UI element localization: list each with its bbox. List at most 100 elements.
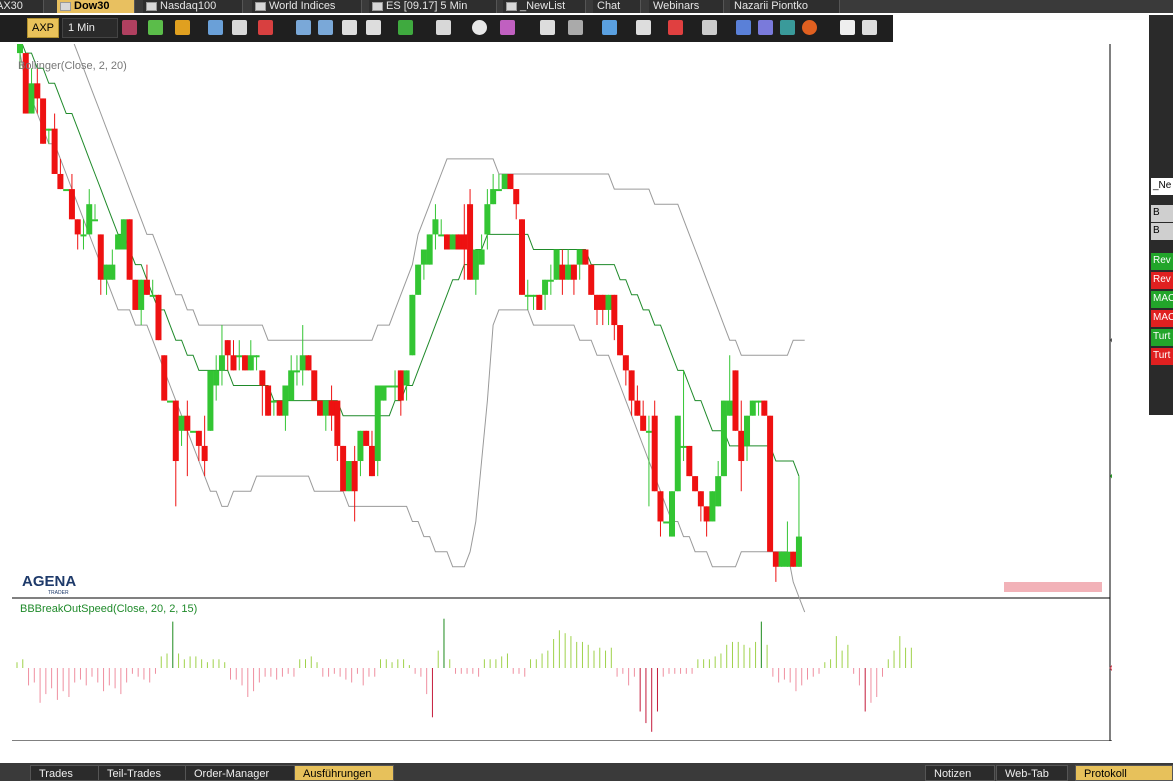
chart-tab-3[interactable]: World Indices <box>252 0 362 13</box>
candle-body <box>570 264 577 280</box>
right-panel-item[interactable]: Rev <box>1151 253 1173 270</box>
chart-tab-0[interactable]: AX30 <box>0 0 44 13</box>
candle-body <box>715 476 722 507</box>
lines-icon[interactable] <box>540 20 555 35</box>
candle-body <box>120 219 127 250</box>
candle-body <box>692 476 699 492</box>
candle-body <box>720 400 727 477</box>
candle-body <box>732 370 739 431</box>
grid-icon[interactable] <box>636 20 651 35</box>
candle-body <box>443 234 450 250</box>
chart-tab-1[interactable]: Dow30 <box>57 0 135 13</box>
candle-body <box>22 53 29 114</box>
template-icon[interactable] <box>602 20 617 35</box>
zoom-in-icon[interactable] <box>296 20 311 35</box>
data-window-icon[interactable] <box>208 20 223 35</box>
candle-body <box>565 264 572 280</box>
bottom-tab[interactable]: Trades <box>30 765 100 781</box>
order-bar-icon[interactable] <box>436 20 451 35</box>
bottom-tab[interactable]: Ausführungen <box>294 765 394 781</box>
settings-icon[interactable] <box>862 20 877 35</box>
scale-icon[interactable] <box>232 20 247 35</box>
candle-body <box>784 551 791 567</box>
bottom-tab[interactable]: Protokoll <box>1075 765 1173 781</box>
marker-icon[interactable] <box>668 20 683 35</box>
right-side-panel: _Ne B B Rev Rev MAC MAC Turt Turt <box>1149 15 1173 415</box>
right-panel-item[interactable]: Turt <box>1151 329 1173 346</box>
candle-body <box>288 370 295 401</box>
candle-body <box>772 551 779 567</box>
chart-area[interactable]: Bollinger(Close, 2, 20) BBBreakOutSpeed(C… <box>12 44 1112 741</box>
zero-marker-bg <box>1109 664 1112 672</box>
right-panel-item[interactable]: MAC <box>1151 291 1173 308</box>
candle-body <box>397 370 404 401</box>
export-icon[interactable] <box>702 20 717 35</box>
draw-pen-icon[interactable] <box>175 20 190 35</box>
candle-body <box>795 536 802 567</box>
chart-tab-5[interactable]: _NewList <box>503 0 586 13</box>
candle-body <box>703 506 710 522</box>
timeframe-select[interactable]: 1 Min <box>62 18 118 38</box>
tools-icon[interactable] <box>840 20 855 35</box>
candle-body <box>51 128 58 174</box>
candle-body <box>172 400 179 462</box>
candle-body <box>236 355 243 358</box>
link-icon[interactable] <box>780 20 795 35</box>
indicator-icon[interactable] <box>500 20 515 35</box>
candle-body <box>426 234 433 265</box>
candle-body <box>420 249 427 265</box>
bollinger-label: Bollinger(Close, 2, 20) <box>18 60 127 72</box>
candle-body <box>472 249 479 280</box>
color-icon[interactable] <box>802 20 817 35</box>
candle-body <box>790 551 797 567</box>
right-panel-item[interactable]: Rev <box>1151 272 1173 289</box>
bottom-tab[interactable]: Notizen <box>925 765 995 781</box>
chart-tab-4[interactable]: ES [09.17] 5 Min <box>369 0 497 13</box>
candle-body <box>103 264 110 280</box>
candle-body <box>299 355 306 371</box>
chart-tab-6[interactable]: Chat <box>593 0 641 13</box>
candle-body <box>282 385 289 416</box>
candle-body <box>328 400 335 416</box>
chart-tab-7[interactable]: Webinars <box>649 0 724 13</box>
clock-icon[interactable] <box>472 20 487 35</box>
candle-body <box>617 325 624 356</box>
candle-body <box>115 234 122 250</box>
right-panel-item[interactable]: B <box>1151 205 1173 222</box>
trade-icon[interactable] <box>398 20 413 35</box>
pan-icon[interactable] <box>366 20 381 35</box>
alert-icon[interactable] <box>258 20 273 35</box>
candle-body <box>126 219 133 280</box>
candle-body <box>311 370 318 401</box>
right-panel-item[interactable]: B <box>1151 223 1173 240</box>
right-panel-item[interactable]: Turt <box>1151 348 1173 365</box>
candle-body <box>86 204 93 235</box>
scroll-left-icon[interactable] <box>342 20 357 35</box>
chart-tab-icon <box>146 2 157 11</box>
save-icon[interactable] <box>736 20 751 35</box>
print-icon[interactable] <box>758 20 773 35</box>
bottom-tab[interactable]: Teil-Trades <box>98 765 186 781</box>
bottom-tab[interactable]: Web-Tab <box>996 765 1068 781</box>
agena-logo-sub: TRADER <box>48 590 69 596</box>
symbol-button[interactable]: AXP <box>27 18 59 38</box>
candle-body <box>213 370 220 386</box>
chart-type-icon[interactable] <box>148 20 163 35</box>
chart-tab-label: ES [09.17] 5 Min <box>386 0 468 12</box>
candle-body <box>605 294 612 310</box>
candle-body <box>576 249 583 265</box>
candle-body <box>317 400 324 416</box>
candle-body <box>461 234 468 250</box>
crosshair-color-icon[interactable] <box>122 20 137 35</box>
candle-body <box>40 98 47 144</box>
right-panel-item[interactable]: MAC <box>1151 310 1173 327</box>
zoom-out-icon[interactable] <box>318 20 333 35</box>
candle-body <box>374 385 381 462</box>
right-panel-item[interactable]: _Ne <box>1151 178 1173 195</box>
chart-tab-label: Webinars <box>653 0 700 12</box>
fib-icon[interactable] <box>568 20 583 35</box>
chart-tab-8[interactable]: Nazarii Piontko <box>730 0 840 13</box>
chart-tab-2[interactable]: Nasdaq100 <box>143 0 243 13</box>
candle-body <box>409 294 416 356</box>
bottom-tab[interactable]: Order-Manager <box>185 765 295 781</box>
